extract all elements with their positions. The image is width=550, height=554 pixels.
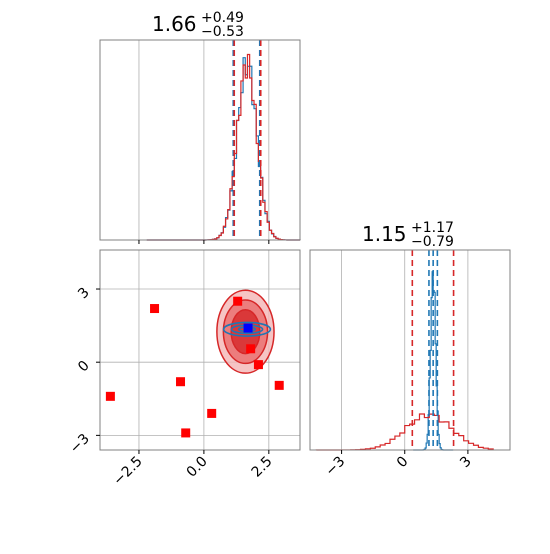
title-param1-main: 1.66 (152, 12, 197, 36)
hist1-series-1 (146, 53, 300, 241)
scatter-ytick-label-2: 3 (75, 285, 93, 303)
title-param2-main: 1.15 (362, 222, 407, 246)
scatter-xtick-label-2: 2.5 (249, 454, 276, 481)
hist2-xtick-label-2: 3 (457, 454, 475, 472)
blue-contour-level-0 (222, 321, 272, 337)
hist1-frame (99, 39, 301, 241)
scatter-ytick-label-1: 0 (75, 358, 93, 376)
title-param1-sub: −0.53 (201, 24, 244, 40)
title-param1-sup: +0.49 (201, 10, 244, 26)
blue-square-marker-0 (243, 323, 253, 333)
panel-param1-vs-param2 (96, 249, 301, 454)
red-square-marker-8 (274, 380, 284, 390)
red-square-marker-4 (207, 408, 217, 418)
panel-param1-histogram (99, 39, 301, 244)
red-square-marker-7 (253, 360, 263, 370)
red-square-marker-6 (246, 344, 256, 354)
title-param2-sub: −0.79 (411, 234, 454, 250)
red-square-marker-5 (233, 296, 243, 306)
hist2-frame (309, 249, 511, 451)
scatter-xtick-label-0: −2.5 (110, 454, 145, 489)
hist2-xtick-label-0: −3 (322, 454, 348, 480)
title-param2-sup: +1.17 (411, 220, 454, 236)
hist2-xtick-label-1: 0 (394, 454, 412, 472)
scatter-ytick-label-0: −3 (67, 431, 93, 457)
panel-param2-histogram (309, 249, 511, 454)
red-square-marker-2 (176, 377, 186, 387)
scatter-xtick-label-1: 0.0 (184, 454, 211, 481)
scatter-frame (99, 249, 301, 451)
hist1-series-0 (146, 57, 300, 241)
red-square-marker-3 (181, 428, 191, 438)
red-square-marker-0 (105, 391, 115, 401)
red-square-marker-1 (150, 304, 160, 314)
